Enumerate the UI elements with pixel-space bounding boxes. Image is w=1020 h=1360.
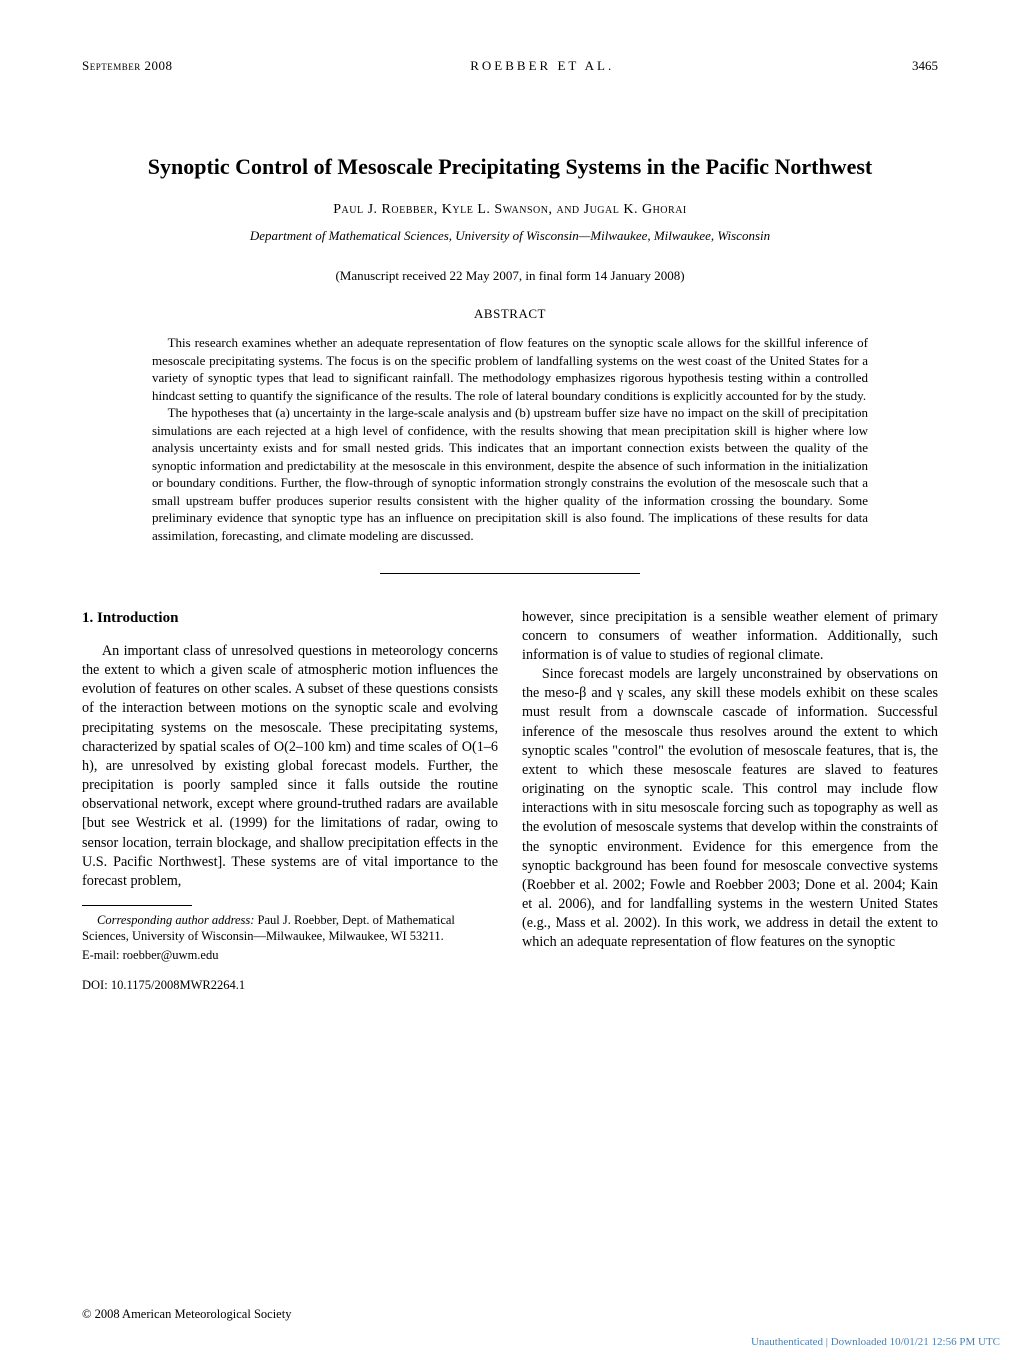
footnote-rule (82, 905, 192, 906)
author-affiliation: Department of Mathematical Sciences, Uni… (82, 228, 938, 244)
page-number: 3465 (912, 58, 938, 74)
footnote-email: E-mail: roebber@uwm.edu (82, 947, 498, 964)
abstract-paragraph: This research examines whether an adequa… (152, 334, 868, 404)
body-paragraph: Since forecast models are largely uncons… (522, 665, 938, 953)
footnote-label: Corresponding author address: (97, 913, 254, 927)
manuscript-dates: (Manuscript received 22 May 2007, in fin… (82, 268, 938, 284)
body-paragraph: however, since precipitation is a sensib… (522, 608, 938, 666)
doi-line: DOI: 10.1175/2008MWR2264.1 (82, 977, 498, 994)
copyright-line: © 2008 American Meteorological Society (82, 1307, 291, 1322)
abstract-paragraph: The hypotheses that (a) uncertainty in t… (152, 404, 868, 544)
abstract-body: This research examines whether an adequa… (152, 334, 868, 545)
author-list: Paul J. Roebber, Kyle L. Swanson, and Ju… (82, 202, 938, 218)
section-divider (380, 573, 640, 574)
download-watermark: Unauthenticated | Downloaded 10/01/21 12… (751, 1336, 1000, 1348)
article-title: Synoptic Control of Mesoscale Precipitat… (82, 154, 938, 180)
abstract-heading: ABSTRACT (82, 306, 938, 322)
body-columns: 1. Introduction An important class of un… (82, 608, 938, 995)
body-paragraph: An important class of unresolved questio… (82, 642, 498, 891)
running-head-date: September 2008 (82, 58, 172, 74)
corresponding-author-footnote: Corresponding author address: Paul J. Ro… (82, 912, 498, 945)
section-heading-introduction: 1. Introduction (82, 608, 498, 628)
running-head-authors: ROEBBER ET AL. (470, 58, 614, 74)
